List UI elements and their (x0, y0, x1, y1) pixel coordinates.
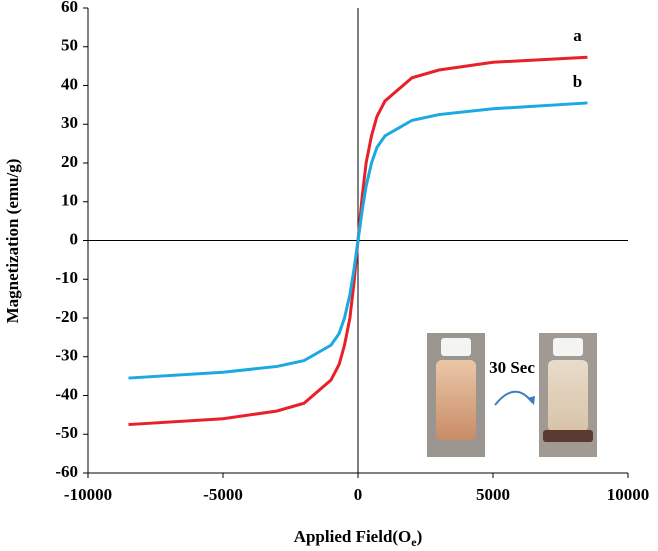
vial (548, 360, 588, 432)
x-tick-label: -5000 (203, 485, 243, 504)
series-line (128, 101, 588, 380)
x-tick-label: 5000 (476, 485, 510, 504)
arrow (494, 390, 533, 406)
x-axis-title: Applied Field(Oe) (294, 527, 423, 549)
y-tick-label: 10 (61, 191, 78, 210)
series-label: b (573, 72, 582, 91)
y-tick-label: -20 (55, 307, 78, 326)
arrow-head (527, 396, 535, 405)
cap (553, 338, 583, 356)
inset: 30 Sec (427, 333, 597, 457)
x-title-main: Applied Field(O (294, 527, 412, 546)
y-tick-label: 50 (61, 36, 78, 55)
series-label: a (573, 26, 582, 45)
magnet (543, 430, 593, 442)
y-tick-label: -50 (55, 423, 78, 442)
y-tick-label: -60 (55, 462, 78, 481)
y-tick-label: 0 (70, 229, 79, 248)
vial (436, 360, 476, 440)
y-tick-label: 20 (61, 152, 78, 171)
y-axis-title: Magnetization (emu/g) (3, 159, 22, 324)
y-tick-label: -10 (55, 268, 78, 287)
x-tick-label: 10000 (607, 485, 650, 504)
y-tick-label: 40 (61, 74, 78, 93)
x-title-end: ) (417, 527, 423, 546)
x-title-sub: e (411, 535, 417, 549)
y-tick-label: -30 (55, 346, 78, 365)
inset-label: 30 Sec (489, 358, 535, 377)
x-tick-label: -10000 (64, 485, 112, 504)
y-tick-label: 60 (61, 0, 78, 16)
cap (441, 338, 471, 356)
y-tick-label: 30 (61, 113, 78, 132)
x-tick-label: 0 (354, 485, 363, 504)
y-tick-label: -40 (55, 384, 78, 403)
